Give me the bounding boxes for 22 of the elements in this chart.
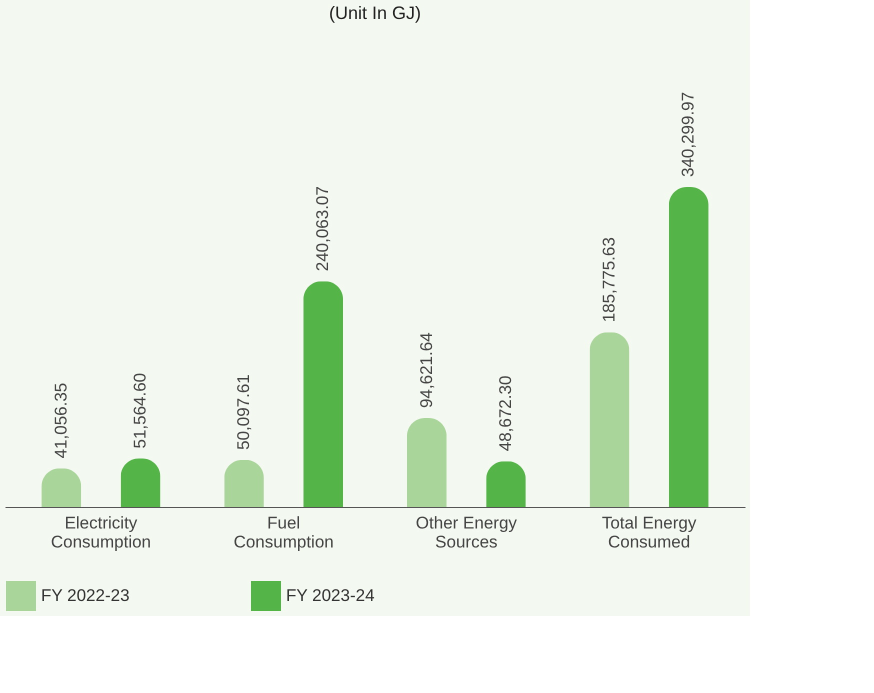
data-label: 185,775.63 <box>599 237 618 322</box>
data-label: 94,621.64 <box>416 332 436 408</box>
x-tick-label: Total Energy Consumed <box>602 514 697 552</box>
x-tick-label: Electricity Consumption <box>50 514 152 552</box>
data-label: 50,097.61 <box>234 374 254 450</box>
bar <box>120 458 160 507</box>
data-label: 51,564.60 <box>130 372 150 449</box>
bar <box>224 460 264 507</box>
bar <box>486 461 526 507</box>
bar <box>590 332 630 507</box>
data-label: 48,672.30 <box>496 376 515 452</box>
legend-label: FY 2022-23 <box>41 586 130 605</box>
x-tick-label: Fuel Consumption <box>234 514 334 552</box>
data-label: 41,056.35 <box>51 382 70 458</box>
chart-title: (Unit In GJ) <box>328 3 422 23</box>
data-label: 340,299.97 <box>678 92 698 177</box>
bar <box>668 187 708 507</box>
x-tick-label: Other Energy Sources <box>416 514 518 552</box>
bar <box>406 418 447 507</box>
data-label: 240,063.07 <box>313 186 332 272</box>
legend-label: FY 2023-24 <box>286 586 375 605</box>
bar <box>303 281 344 507</box>
